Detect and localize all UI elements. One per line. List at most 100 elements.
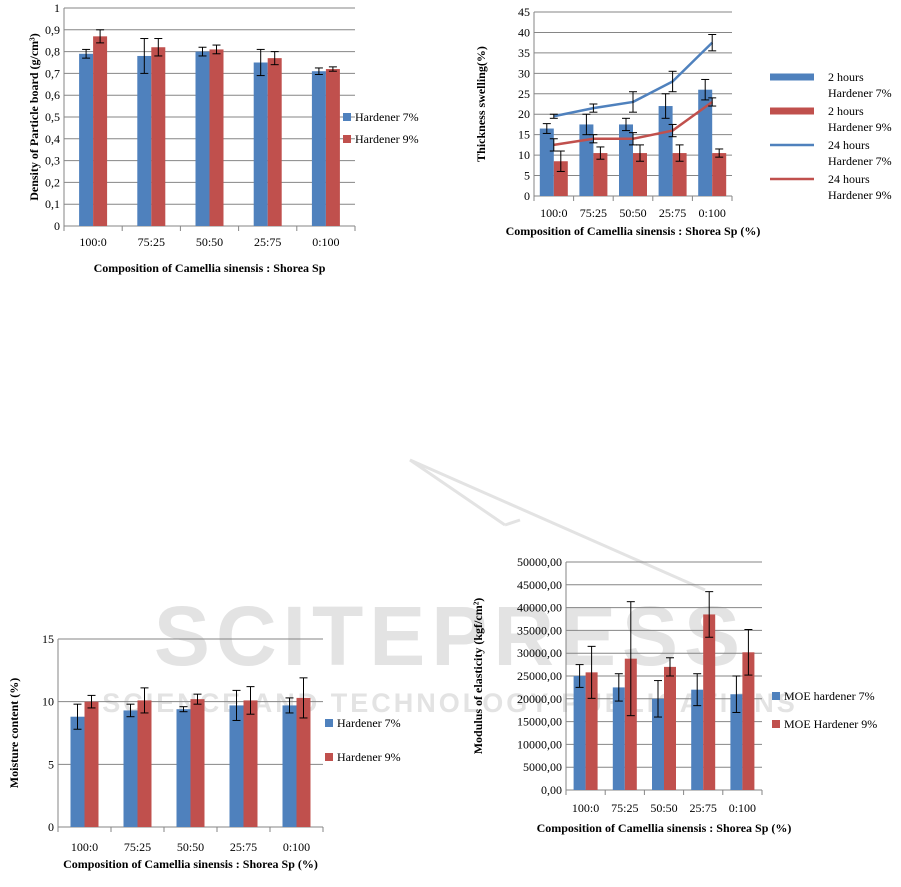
x-tick-label: 0:100 [312, 235, 339, 249]
moe-chart: 0,00 5000,00 10000,00 15000,00 20000,00 25000… [471, 555, 877, 835]
bar-1-2 [633, 153, 647, 196]
y-tick-label: 0,8 [45, 45, 60, 59]
bar-1-0 [585, 672, 598, 790]
y-tick-label: 10 [518, 148, 530, 162]
y-tick-label: 0 [48, 820, 54, 834]
legend-swatch-0 [772, 692, 780, 700]
x-tick-label: 75:25 [124, 840, 151, 854]
bar-0-4 [282, 705, 297, 827]
y-axis-title: Moisture content (%) [7, 678, 21, 788]
x-tick-label: 100:0 [572, 801, 599, 815]
y-tick-label: 0,7 [45, 66, 60, 80]
bar-1-1 [593, 153, 608, 196]
x-tick-label: 100:0 [71, 840, 98, 854]
legend-label-line2-3: Hardener 9% [828, 188, 892, 202]
bar-1-1 [624, 658, 637, 790]
legend-swatch-1 [772, 720, 780, 728]
legend-label-line2-1: Hardener 9% [828, 120, 892, 134]
x-tick-label: 50:50 [619, 206, 646, 220]
x-tick-label: 50:50 [650, 801, 677, 815]
y-tick-label: 0,3 [45, 154, 60, 168]
bar-0-2 [176, 709, 191, 827]
y-tick-label: 10 [42, 695, 54, 709]
x-tick-label: 0:100 [729, 801, 756, 815]
y-tick-label: 20 [518, 107, 530, 121]
x-tick-label: 25:75 [659, 206, 686, 220]
bar-1-1 [151, 47, 166, 226]
y-tick-label: 45 [518, 5, 530, 19]
y-tick-label: 0,1 [45, 197, 60, 211]
y-tick-label: 15 [518, 128, 530, 142]
legend-label-0: MOE hardener 7% [784, 689, 875, 703]
bar-0-1 [137, 55, 152, 227]
x-tick-label: 50:50 [177, 840, 204, 854]
x-axis-title: Composition of Camellia sinensis : Shore… [94, 261, 326, 275]
y-axis-title: Density of Particle board (g/cm³) [27, 33, 41, 201]
bar-1-4 [325, 69, 340, 226]
bar-0-0 [573, 676, 586, 790]
y-tick-label: 0,2 [45, 175, 60, 189]
x-axis-title: Composition of Camellia sinensis : Shore… [537, 821, 792, 835]
x-tick-label: 100:0 [540, 206, 567, 220]
bar-0-4 [311, 71, 326, 226]
bar-1-2 [664, 666, 676, 790]
bar-0-3 [229, 705, 244, 827]
bar-1-0 [84, 701, 99, 827]
bar-0-1 [123, 710, 138, 827]
y-tick-label: 0,6 [45, 88, 60, 102]
bar-1-0 [93, 36, 108, 227]
legend-label-2: 24 hours [828, 138, 870, 152]
x-tick-label: 25:75 [230, 840, 257, 854]
legend-label-1: Hardener 9% [337, 750, 401, 764]
x-axis-title: Composition of Camellia sinensis : Shore… [63, 857, 318, 871]
y-tick-label: 1 [54, 1, 60, 15]
bar-0-1 [579, 124, 594, 196]
y-tick-label: 5 [524, 169, 530, 183]
x-tick-label: 100:0 [79, 235, 106, 249]
y-tick-label: 0 [524, 189, 530, 203]
bar-0-0 [539, 128, 554, 196]
bar-0-2 [652, 698, 664, 790]
legend-label-0: Hardener 7% [355, 110, 419, 124]
watermark-brand: SCITEPRESS [154, 589, 746, 683]
bar-1-3 [703, 614, 716, 790]
density-chart: 0 0,1 0,2 0,3 0,4 0,5 0,6 0,7 0,8 0,9 1 100:0 75:25 5… [27, 1, 419, 275]
y-tick-label: 35 [518, 46, 530, 60]
x-axis-title: Composition of Camellia sinensis : Shore… [506, 224, 761, 238]
bar-1-2 [209, 49, 224, 226]
y-tick-label: 25 [518, 87, 530, 101]
y-tick-label: 0,9 [45, 23, 60, 37]
y-axis-title: Modulus of elasticity (kgf/cm²) [471, 598, 485, 755]
y-tick-label: 40 [518, 25, 530, 39]
legend-label-line2-0: Hardener 7% [828, 86, 892, 100]
y-tick-label: 50000,00 [517, 555, 562, 569]
y-tick-label: 0 [54, 219, 60, 233]
y-axis-title: Thickness swelling(%) [474, 46, 488, 162]
x-tick-label: 0:100 [699, 206, 726, 220]
bar-1-3 [267, 58, 282, 226]
legend-label-1: Hardener 9% [355, 132, 419, 146]
bar-0-0 [70, 716, 85, 827]
y-tick-label: 45000,00 [517, 578, 562, 592]
x-tick-label: 0:100 [283, 840, 310, 854]
y-tick-label: 15000,00 [517, 715, 562, 729]
legend-label-0: Hardener 7% [337, 716, 401, 730]
y-tick-label: 30000,00 [517, 646, 562, 660]
y-tick-label: 40000,00 [517, 601, 562, 615]
y-tick-label: 0,5 [45, 110, 60, 124]
y-tick-label: 25000,00 [517, 669, 562, 683]
x-tick-label: 75:25 [580, 206, 607, 220]
y-tick-label: 0,4 [45, 132, 60, 146]
y-tick-label: 5 [48, 757, 54, 771]
bar-0-2 [195, 51, 210, 226]
y-tick-label: 0,00 [541, 783, 562, 797]
x-tick-label: 25:75 [690, 801, 717, 815]
x-tick-label: 50:50 [196, 235, 223, 249]
legend-label-0: 2 hours [828, 70, 864, 84]
y-tick-label: 30 [518, 66, 530, 80]
x-tick-label: 75:25 [611, 801, 638, 815]
bar-1-4 [742, 652, 755, 790]
x-tick-label: 75:25 [138, 235, 165, 249]
bar-0-1 [612, 687, 625, 790]
